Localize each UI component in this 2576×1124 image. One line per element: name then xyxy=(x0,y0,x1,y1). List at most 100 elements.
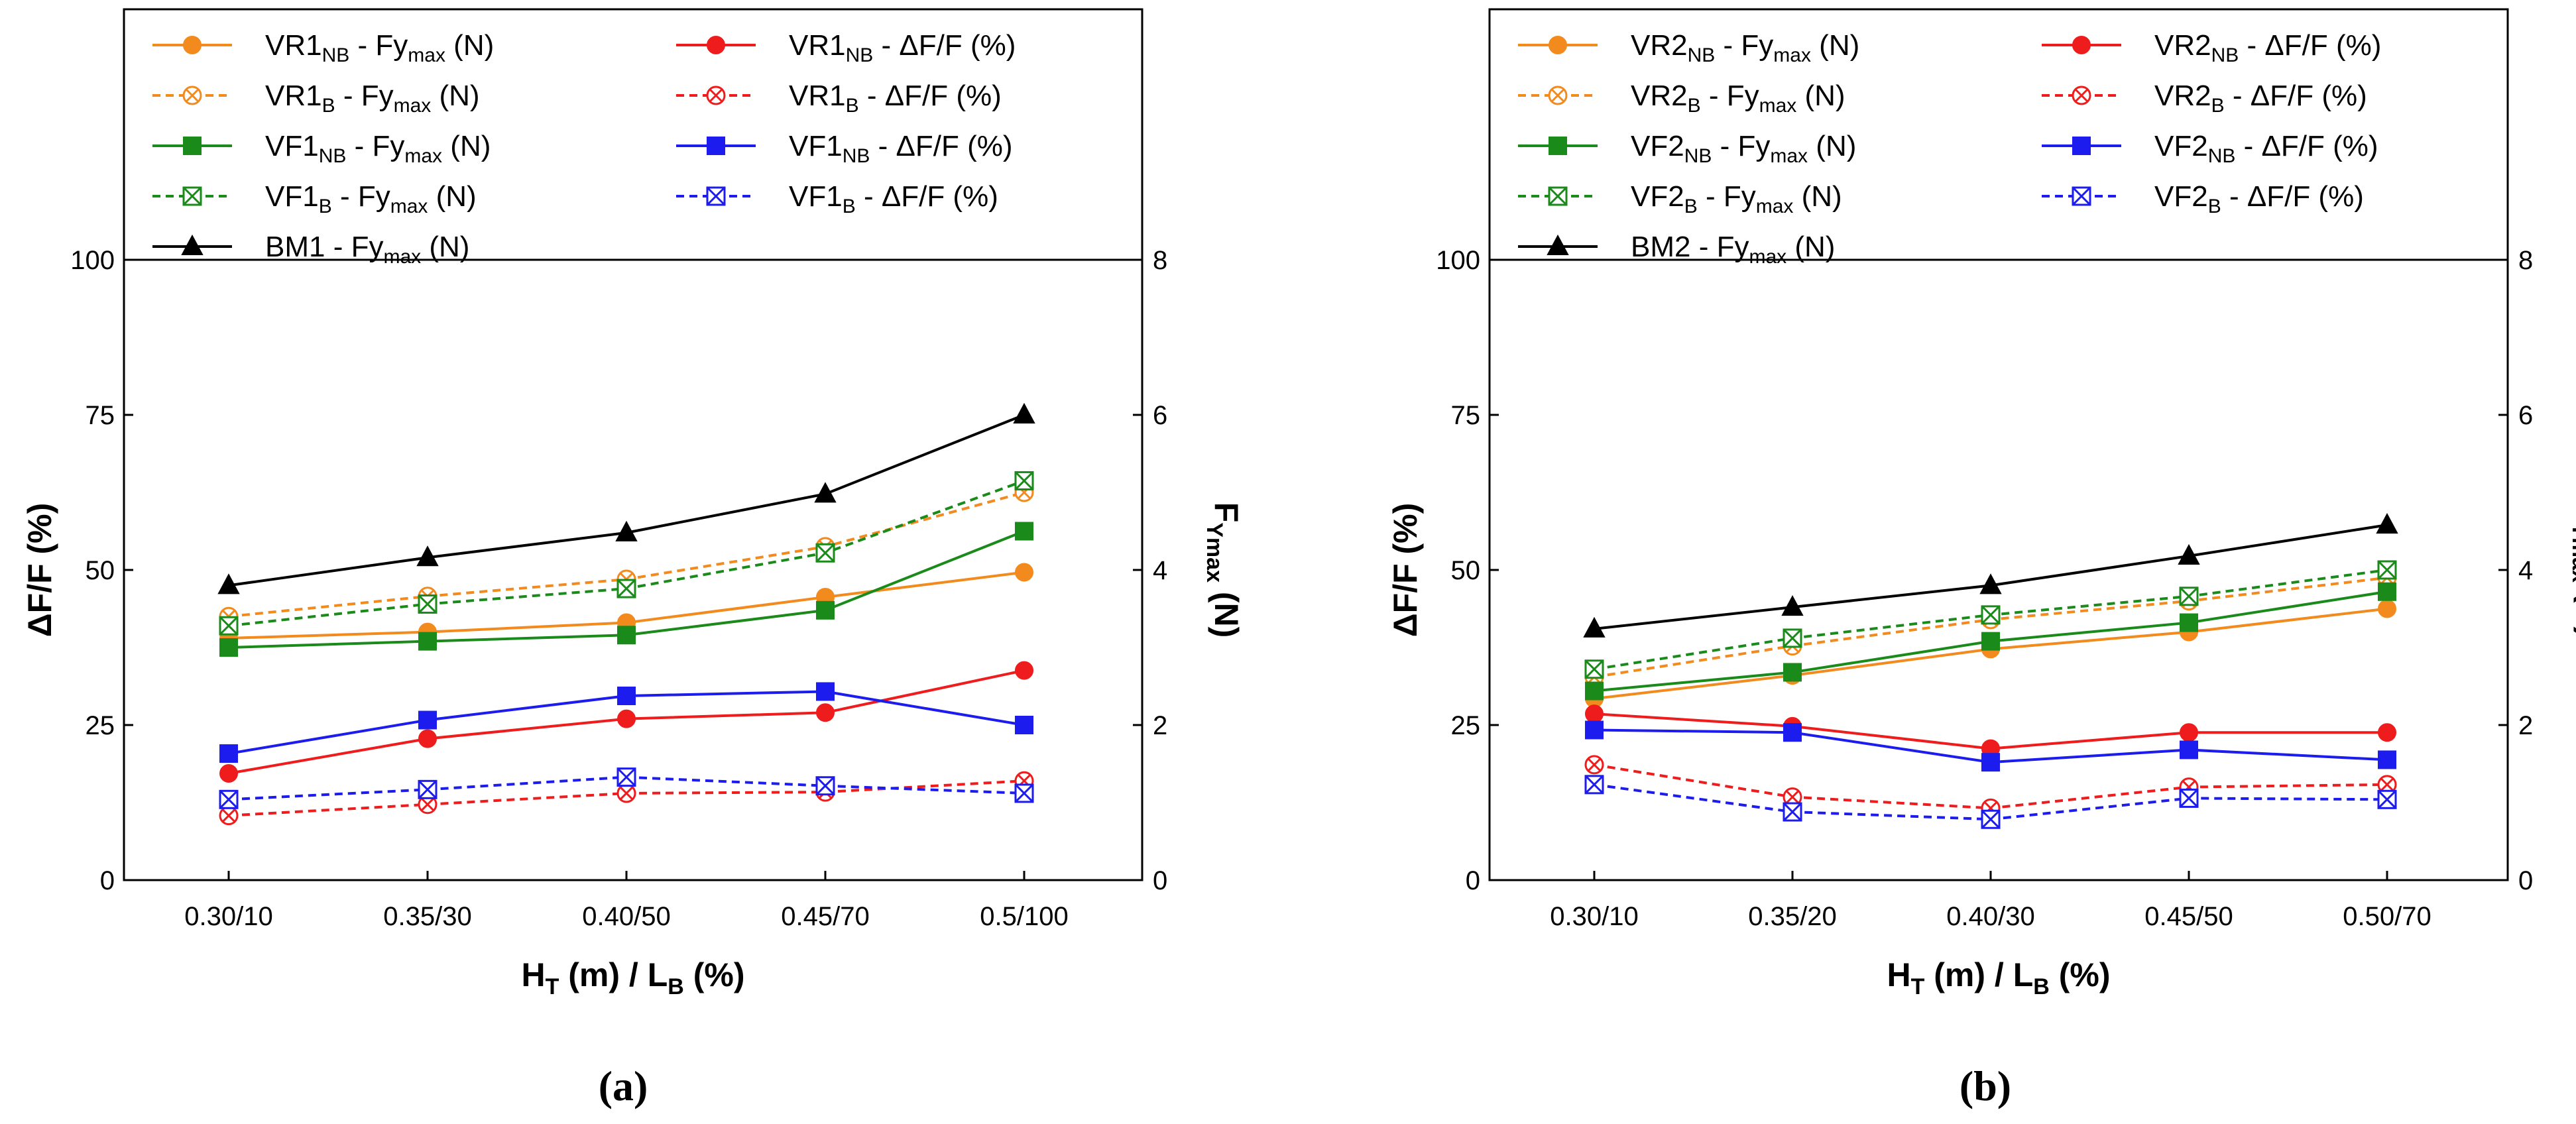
legend-label: BM1 - Fymax (N) xyxy=(265,231,469,268)
left-y-tick-label: 50 xyxy=(86,556,115,585)
data-point xyxy=(1015,563,1033,582)
data-point xyxy=(1981,632,2000,651)
series-vf1-nb-left xyxy=(219,682,1033,763)
legend-label: VR2NB - Fymax (N) xyxy=(1631,29,1859,66)
legend-entry: VR2NB - ΔF/F (%) xyxy=(2042,29,2381,66)
series-vf1-b-left xyxy=(219,767,1034,809)
x-tick-label: 0.30/10 xyxy=(1550,902,1638,931)
x-tick-label: 0.45/70 xyxy=(781,902,869,931)
data-point xyxy=(1981,753,2000,772)
data-point xyxy=(815,543,835,563)
right-y-tick-label: 8 xyxy=(2518,246,2533,275)
data-point xyxy=(2376,513,2398,534)
legend-marker xyxy=(707,36,725,54)
legend-marker xyxy=(2072,85,2091,105)
data-point xyxy=(1585,681,1604,701)
legend-entry: VF2B - ΔF/F (%) xyxy=(2042,180,2364,217)
data-point xyxy=(2377,789,2397,809)
data-point xyxy=(1981,605,2001,625)
left-y-tick-label: 75 xyxy=(1451,401,1481,430)
x-tick-label: 0.35/30 xyxy=(383,902,471,931)
legend-label: VR2B - Fymax (N) xyxy=(1631,80,1845,117)
legend-marker xyxy=(1549,137,1567,155)
legend-label: VF2NB - ΔF/F (%) xyxy=(2154,130,2378,167)
data-point xyxy=(2180,740,2198,759)
data-point xyxy=(616,579,636,598)
x-tick-label: 0.5/100 xyxy=(980,902,1068,931)
data-point xyxy=(2378,723,2396,742)
legend-entry: BM1 - Fymax (N) xyxy=(152,231,469,268)
data-point xyxy=(2378,599,2396,618)
data-point xyxy=(617,626,636,645)
legend-label: VF2B - Fymax (N) xyxy=(1631,180,1842,217)
legend-entry: VF2NB - Fymax (N) xyxy=(1518,130,1856,167)
left-y-tick-label: 0 xyxy=(1466,866,1480,895)
right-y-tick-label: 8 xyxy=(1153,246,1167,275)
data-point xyxy=(2378,750,2396,769)
data-point xyxy=(1585,704,1604,724)
legend-marker xyxy=(182,85,202,105)
legend-label: VR2NB - ΔF/F (%) xyxy=(2154,29,2381,66)
legend-marker xyxy=(183,36,202,54)
x-tick-label: 0.30/10 xyxy=(184,902,272,931)
data-point xyxy=(1584,775,1604,795)
series-bm2-right xyxy=(1583,513,2398,638)
data-point xyxy=(1781,595,1804,616)
legend-entry: VR2NB - Fymax (N) xyxy=(1518,29,1859,66)
legend-label: VR2B - ΔF/F (%) xyxy=(2154,80,2367,117)
left-y-tick-label: 75 xyxy=(86,401,115,430)
legend-entry: VR2B - ΔF/F (%) xyxy=(2042,80,2367,117)
data-point xyxy=(418,729,437,748)
legend-entry: VR2B - Fymax (N) xyxy=(1518,80,1845,117)
data-point xyxy=(814,482,837,503)
data-point xyxy=(1584,659,1604,679)
left-y-tick-label: 50 xyxy=(1451,556,1481,585)
data-point xyxy=(217,573,240,594)
data-point xyxy=(1783,802,1802,822)
data-point xyxy=(1014,471,1034,490)
data-point xyxy=(816,682,835,701)
data-point xyxy=(219,638,238,657)
data-point xyxy=(2377,560,2397,580)
data-point xyxy=(1585,720,1604,740)
legend-marker xyxy=(2072,137,2091,155)
legend-label: BM2 - Fymax (N) xyxy=(1631,231,1835,268)
series-vf2-nb-right xyxy=(1585,582,2396,701)
x-tick-label: 0.40/30 xyxy=(1946,902,2034,931)
data-point xyxy=(815,776,835,796)
legend-entry: VF1NB - ΔF/F (%) xyxy=(676,130,1013,167)
x-tick-label: 0.35/20 xyxy=(1748,902,1836,931)
data-point xyxy=(1015,661,1033,680)
data-point xyxy=(2180,613,2198,632)
legend-label: VR1B - Fymax (N) xyxy=(265,80,480,117)
chart-frame xyxy=(1488,8,2509,881)
right-y-tick-label: 0 xyxy=(1153,866,1167,895)
panel-caption: (a) xyxy=(599,1062,648,1109)
data-point xyxy=(615,520,638,541)
left-y-tick-label: 100 xyxy=(70,246,115,275)
series-vr2-b-left xyxy=(1584,755,2397,818)
series-vr1-nb-left xyxy=(219,661,1033,783)
right-y-tick-label: 4 xyxy=(1153,556,1167,585)
legend-marker xyxy=(2072,186,2091,206)
left-y-axis-label: ΔF/F (%) xyxy=(1387,503,1424,638)
legend-label: VR1B - ΔF/F (%) xyxy=(789,80,1002,117)
data-point xyxy=(2179,788,2199,808)
x-axis-label: HT (m) / LB (%) xyxy=(522,956,745,999)
right-y-tick-label: 2 xyxy=(2518,711,2533,740)
data-point xyxy=(1013,402,1035,423)
legend-entry: VR1NB - ΔF/F (%) xyxy=(676,29,1016,66)
legend-entry: VR1B - ΔF/F (%) xyxy=(676,80,1002,117)
data-point xyxy=(416,545,439,567)
data-point xyxy=(816,703,835,722)
legend-entry: BM2 - Fymax (N) xyxy=(1518,231,1835,268)
legend-entry: VR1B - Fymax (N) xyxy=(152,80,480,117)
chart-panel-a: 0 25 50 75 100 0 2 4 6 8 0.30/10 0.35/30 0.40/50 0.45… xyxy=(21,8,1245,1109)
legend-label: VF1B - ΔF/F (%) xyxy=(789,180,998,217)
panel-caption: (b) xyxy=(1960,1062,2011,1109)
legend-label: VF2NB - Fymax (N) xyxy=(1631,130,1856,167)
right-y-axis-label: FYmax (N) xyxy=(1202,502,1245,638)
data-point xyxy=(616,767,636,787)
data-point xyxy=(1583,616,1606,638)
